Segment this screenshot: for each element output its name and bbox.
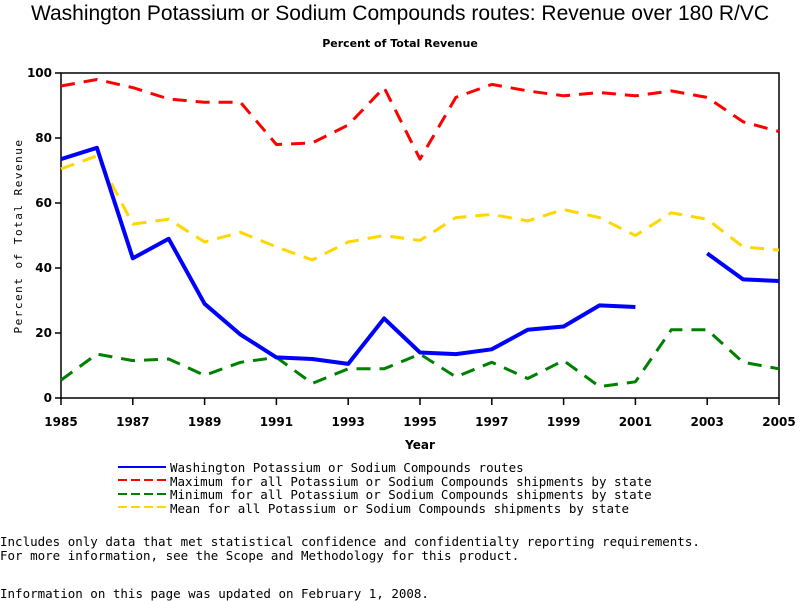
series-washington-line — [707, 253, 779, 281]
legend-swatch-maximum — [118, 477, 166, 485]
x-tick-label: 1997 — [475, 415, 508, 429]
ticks-layer: 0 20 40 60 80 100 1985 1987 1989 1991 1993 1995 1997… — [27, 66, 796, 429]
chart-subtitle: Percent of Total Revenue — [0, 37, 800, 50]
legend-item-mean: Mean for all Potassium or Sodium Compoun… — [118, 502, 652, 516]
series-washington-line — [61, 148, 635, 364]
y-tick-label: 20 — [35, 326, 52, 340]
x-tick-label: 1985 — [44, 415, 77, 429]
y-tick-label: 80 — [35, 131, 52, 145]
axes — [61, 73, 779, 398]
series-maximum — [61, 79, 779, 159]
footnotes: Includes only data that met statistical … — [0, 535, 700, 563]
series-layer — [61, 79, 779, 386]
chart-title: Washington Potassium or Sodium Compounds… — [0, 2, 800, 26]
x-tick-label: 2005 — [762, 415, 795, 429]
legend-label: Minimum for all Potassium or Sodium Comp… — [170, 488, 652, 502]
legend-label: Mean for all Potassium or Sodium Compoun… — [170, 502, 629, 516]
series-mean-line — [61, 156, 779, 260]
legend-label: Maximum for all Potassium or Sodium Comp… — [170, 475, 652, 489]
x-tick-label: 1995 — [403, 415, 436, 429]
series-mean — [61, 156, 779, 260]
legend: Washington Potassium or Sodium Compounds… — [118, 461, 652, 515]
series-minimum-line — [61, 330, 779, 387]
legend-item-minimum: Minimum for all Potassium or Sodium Comp… — [118, 488, 652, 502]
legend-label: Washington Potassium or Sodium Compounds… — [170, 461, 524, 475]
plot-frame — [61, 73, 779, 398]
x-tick-label: 1987 — [116, 415, 149, 429]
x-tick-label: 1989 — [188, 415, 221, 429]
legend-item-maximum: Maximum for all Potassium or Sodium Comp… — [118, 475, 652, 489]
x-tick-label: 2003 — [690, 415, 723, 429]
x-axis-title: Year — [404, 438, 435, 452]
line-chart: 0 20 40 60 80 100 1985 1987 1989 1991 1993 1995 1997… — [0, 0, 800, 460]
series-maximum-line — [61, 80, 779, 160]
x-tick-label: 2001 — [619, 415, 652, 429]
y-axis-title: Percent of Total Revenue — [12, 139, 25, 334]
y-tick-label: 60 — [35, 196, 52, 210]
legend-item-washington: Washington Potassium or Sodium Compounds… — [118, 461, 652, 475]
x-tick-label: 1993 — [331, 415, 364, 429]
footnote-methodology: For more information, see the Scope and … — [0, 549, 700, 563]
footnote-confidence: Includes only data that met statistical … — [0, 535, 700, 549]
legend-swatch-minimum — [118, 491, 166, 499]
legend-swatch-washington — [118, 464, 166, 472]
y-tick-label: 100 — [27, 66, 52, 80]
updated-note: Information on this page was updated on … — [0, 586, 429, 601]
series-minimum — [61, 330, 779, 387]
y-tick-label: 0 — [44, 391, 52, 405]
legend-swatch-mean — [118, 504, 166, 512]
x-tick-label: 1999 — [547, 415, 580, 429]
y-tick-label: 40 — [35, 261, 52, 275]
x-tick-label: 1991 — [260, 415, 293, 429]
